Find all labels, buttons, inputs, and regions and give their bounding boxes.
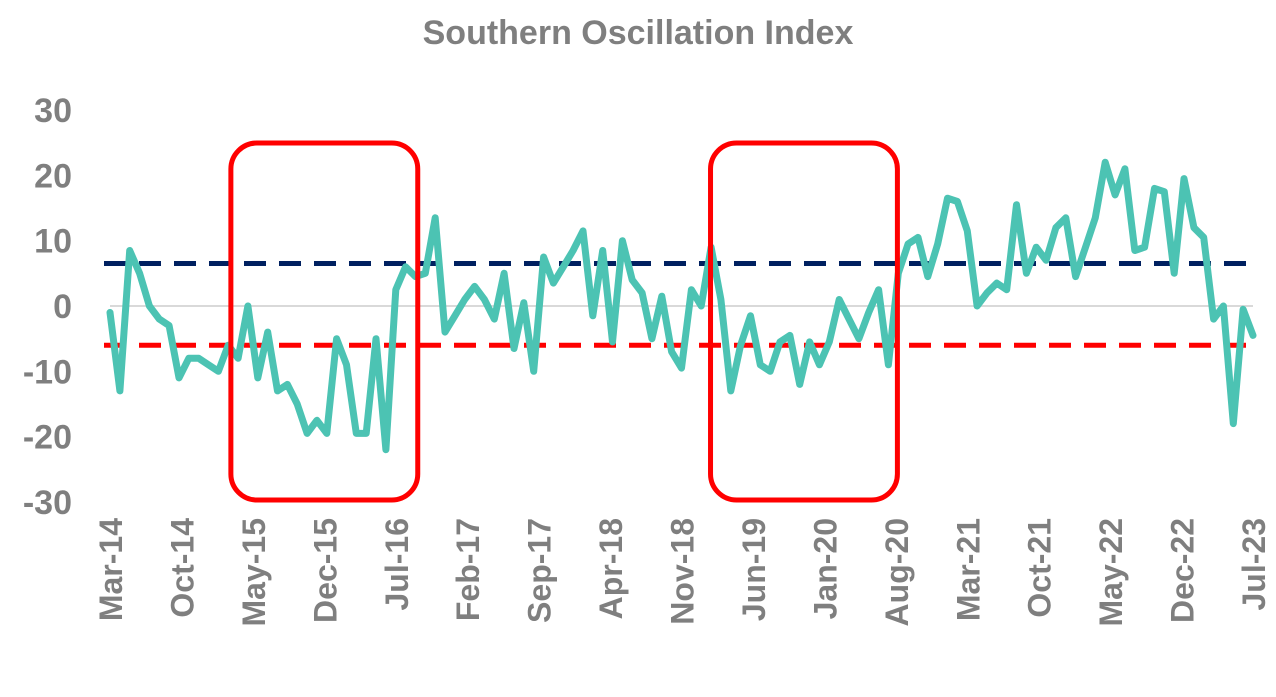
y-tick-label: 0 bbox=[53, 288, 72, 326]
chart-title: Southern Oscillation Index bbox=[422, 14, 854, 52]
x-tick-label: Aug-20 bbox=[879, 518, 915, 626]
x-tick-label: Dec-15 bbox=[307, 518, 343, 623]
y-tick-label: 20 bbox=[34, 157, 72, 195]
x-tick-label: Dec-22 bbox=[1165, 518, 1201, 623]
highlight-boxes bbox=[228, 140, 900, 503]
y-tick-label: 30 bbox=[34, 92, 72, 130]
y-tick-label: -20 bbox=[23, 419, 72, 457]
x-tick-label: Mar-14 bbox=[93, 518, 129, 621]
series-line-soi bbox=[106, 158, 1257, 454]
x-tick-label: Apr-18 bbox=[593, 518, 629, 619]
x-tick-label: Jul-23 bbox=[1236, 518, 1272, 610]
x-tick-label: Nov-18 bbox=[665, 518, 701, 625]
x-tick-label: Oct-14 bbox=[164, 518, 200, 618]
highlight-box bbox=[708, 140, 900, 503]
x-tick-label: Jan-20 bbox=[807, 518, 843, 619]
x-tick-label: Mar-21 bbox=[950, 518, 986, 621]
y-tick-label: -10 bbox=[23, 353, 72, 391]
x-tick-label: Jun-19 bbox=[736, 518, 772, 621]
reference-lines bbox=[104, 261, 1253, 348]
x-tick-label: May-22 bbox=[1093, 518, 1129, 627]
x-tick-label: May-15 bbox=[236, 518, 272, 627]
y-tick-label: 10 bbox=[34, 223, 72, 261]
y-axis: 30 20 10 0 -10 -20 -30 bbox=[23, 92, 72, 522]
highlight-box bbox=[228, 140, 421, 503]
x-tick-label: Feb-17 bbox=[450, 518, 486, 621]
x-axis: Mar-14 Oct-14 May-15 Dec-15 Jul-16 Feb-17 Sep-… bbox=[93, 518, 1272, 627]
x-tick-label: Sep-17 bbox=[522, 518, 558, 623]
y-tick-label: -30 bbox=[23, 484, 72, 522]
x-tick-label: Oct-21 bbox=[1022, 518, 1058, 618]
x-tick-label: Jul-16 bbox=[379, 518, 415, 610]
